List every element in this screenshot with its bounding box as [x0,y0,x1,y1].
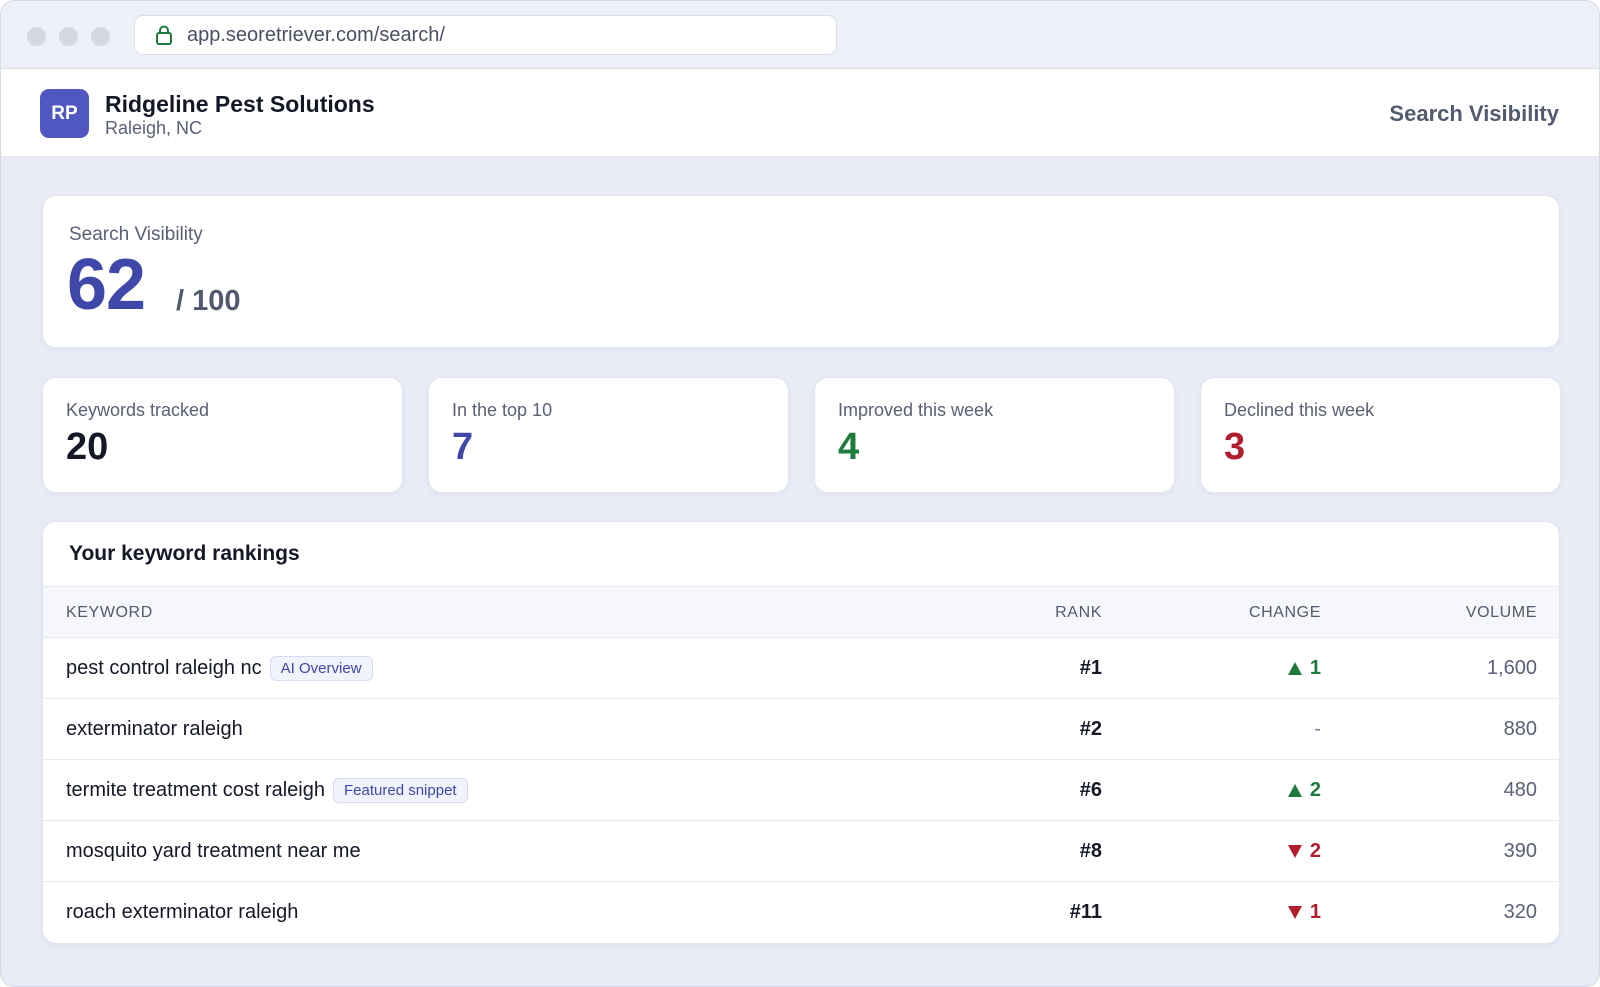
stat-card-declined: Declined this week 3 [1200,377,1561,493]
window-close-dot[interactable] [27,27,46,46]
stat-label: Keywords tracked [66,400,210,420]
address-bar[interactable]: app.seoretriever.com/search/ [134,15,837,55]
stat-value: 3 [1224,426,1246,468]
serp-feature-badge: Featured snippet [333,777,468,803]
browser-chrome: app.seoretriever.com/search/ [1,1,1599,69]
keyword-text: roach exterminator raleigh [66,901,299,923]
score-label: Search Visibility [69,224,203,245]
column-header-change[interactable]: CHANGE [1248,604,1321,621]
rank-cell: #8 [1079,839,1102,862]
window-minimize-dot[interactable] [59,27,78,46]
volume-cell: 390 [1503,839,1537,862]
keyword-cell: pest control raleigh nc AI Overview [66,638,373,698]
stat-label: Improved this week [838,400,994,420]
business-location: Raleigh, NC [105,118,203,138]
keyword-cell: roach exterminator raleigh [66,882,298,943]
table-row[interactable]: exterminator raleigh #2 - 880 [43,699,1559,760]
change-value: 2 [1309,778,1321,801]
score-value: 62 [67,245,146,325]
volume-cell: 320 [1503,901,1537,923]
stat-value: 7 [452,426,474,468]
triangle-up-icon [1287,783,1302,797]
keyword-text: exterminator raleigh [66,717,243,740]
table-header: KEYWORD RANK CHANGE VOLUME [43,586,1559,638]
business-avatar: RP [40,89,89,138]
lock-icon [155,25,173,45]
business-name: Ridgeline Pest Solutions [105,91,375,117]
volume-cell: 480 [1503,778,1537,801]
rank-cell: #6 [1079,778,1102,801]
keyword-cell: mosquito yard treatment near me [66,821,361,881]
change-cell: 1 [1287,638,1321,698]
stat-value: 4 [838,426,860,468]
page-title: Search Visibility [1389,101,1559,126]
change-value: 2 [1309,839,1321,862]
volume-cell: 880 [1503,717,1537,740]
change-cell: 1 [1287,882,1321,943]
change-value: 1 [1309,656,1321,679]
table-row[interactable]: pest control raleigh nc AI Overview #1 1… [43,638,1559,699]
rankings-title: Your keyword rankings [69,542,300,565]
triangle-down-icon [1287,906,1302,919]
change-cell: 2 [1287,821,1321,881]
change-value: 1 [1309,901,1321,923]
stat-value: 20 [66,426,109,468]
url-text: app.seoretriever.com/search/ [187,23,445,46]
column-header-volume[interactable]: VOLUME [1465,604,1537,621]
keyword-text: mosquito yard treatment near me [66,839,361,862]
stat-label: Declined this week [1224,400,1375,420]
change-cell: 2 [1287,760,1321,820]
table-row[interactable]: roach exterminator raleigh #11 1 320 [43,882,1559,943]
serp-feature-badge: AI Overview [269,655,373,681]
column-header-rank[interactable]: RANK [1055,604,1102,621]
stat-card-keywords-tracked: Keywords tracked 20 [42,377,403,493]
change-cell: - [1314,699,1321,759]
column-header-keyword[interactable]: KEYWORD [66,604,153,621]
stat-label: In the top 10 [452,400,553,420]
rank-cell: #1 [1079,656,1102,679]
rank-cell: #11 [1069,901,1102,923]
score-max: / 100 [176,285,241,317]
stat-card-improved: Improved this week 4 [814,377,1175,493]
keyword-cell: exterminator raleigh [66,699,243,759]
triangle-down-icon [1287,844,1302,858]
table-row[interactable]: mosquito yard treatment near me #8 2 390 [43,821,1559,882]
keyword-text: pest control raleigh nc [66,656,262,679]
triangle-up-icon [1287,661,1302,675]
stat-card-top-10: In the top 10 7 [428,377,789,493]
table-row[interactable]: termite treatment cost raleigh Featured … [43,760,1559,821]
keyword-rankings-card: Your keyword rankings KEYWORD RANK CHANG… [42,521,1560,944]
rank-cell: #2 [1079,717,1102,740]
change-value: - [1314,717,1321,740]
keyword-text: termite treatment cost raleigh [66,778,325,801]
keyword-cell: termite treatment cost raleigh Featured … [66,760,468,820]
volume-cell: 1,600 [1486,656,1537,679]
app-header: RP Ridgeline Pest Solutions Raleigh, NC … [1,69,1599,157]
visibility-score-card: Search Visibility 62 / 100 [42,195,1560,348]
window-maximize-dot[interactable] [91,27,110,46]
